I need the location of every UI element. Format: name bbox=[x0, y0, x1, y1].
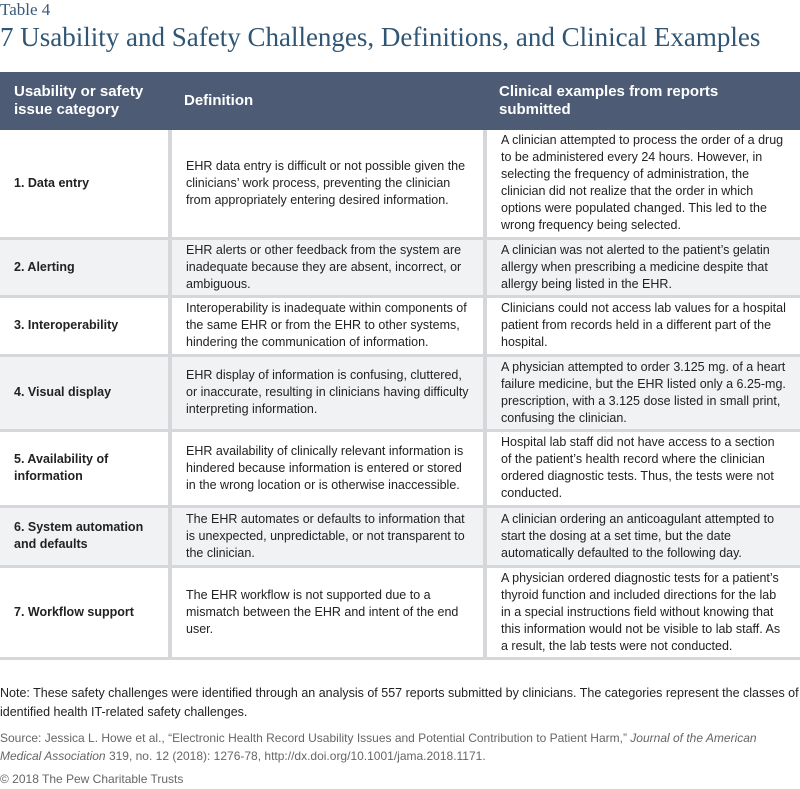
table-cell: 5. Availability of information bbox=[0, 430, 170, 508]
table: Usability or safety issue category Defini… bbox=[0, 72, 800, 660]
header-row: Usability or safety issue category Defini… bbox=[0, 72, 800, 130]
table-cell: Interoperability is inadequate within co… bbox=[168, 296, 487, 357]
table-row: 2. Alerting EHR alerts or other feedback … bbox=[0, 238, 800, 298]
table-cell: 7. Workflow support bbox=[0, 566, 170, 660]
table-cell: EHR availability of clinically relevant … bbox=[168, 430, 487, 508]
copyright: © 2018 The Pew Charitable Trusts bbox=[0, 772, 184, 786]
table-row: 3. Interoperability Interoperability is i… bbox=[0, 296, 800, 357]
table-cell: Clinicians could not access lab values f… bbox=[485, 296, 800, 357]
source: Source: Jessica L. Howe et al., “Electro… bbox=[0, 729, 800, 765]
table-cell: 3. Interoperability bbox=[0, 296, 170, 357]
column-header: Clinical examples from reports submitted bbox=[485, 72, 800, 130]
table-title: 7 Usability and Safety Challenges, Defin… bbox=[0, 22, 761, 52]
table-cell: A clinician attempted to process the ord… bbox=[485, 130, 800, 240]
table-cell: A physician attempted to order 3.125 mg.… bbox=[485, 355, 800, 432]
table-row: 4. Visual display EHR display of informat… bbox=[0, 355, 800, 432]
table-cell: The EHR automates or defaults to informa… bbox=[168, 506, 487, 568]
table-row: 6. System automation and defaults The EHR… bbox=[0, 506, 800, 568]
table-cell: 1. Data entry bbox=[0, 130, 170, 240]
column-header: Usability or safety issue category bbox=[0, 72, 170, 130]
table-cell: EHR display of information is confusing,… bbox=[168, 355, 487, 432]
table-label: Table 4 bbox=[0, 0, 51, 19]
column-header: Definition bbox=[170, 72, 485, 130]
table-cell: 6. System automation and defaults bbox=[0, 506, 170, 568]
table-cell: EHR alerts or other feedback from the sy… bbox=[168, 238, 487, 298]
source-text: 319, no. 12 (2018): 1276-78, http://dx.d… bbox=[105, 749, 486, 763]
table-body: 1. Data entry EHR data entry is difficult… bbox=[0, 130, 800, 660]
table-row: 1. Data entry EHR data entry is difficult… bbox=[0, 130, 800, 240]
table-cell: The EHR workflow is not supported due to… bbox=[168, 566, 487, 660]
table-row: 5. Availability of information EHR availa… bbox=[0, 430, 800, 508]
table-cell: A clinician ordering an anticoagulant at… bbox=[485, 506, 800, 568]
table-cell: A physician ordered diagnostic tests for… bbox=[485, 566, 800, 660]
table-cell: 4. Visual display bbox=[0, 355, 170, 432]
table-cell: EHR data entry is difficult or not possi… bbox=[168, 130, 487, 240]
table-cell: Hospital lab staff did not have access t… bbox=[485, 430, 800, 508]
source-text: Source: Jessica L. Howe et al., “Electro… bbox=[0, 731, 631, 745]
note: Note: These safety challenges were ident… bbox=[0, 686, 799, 719]
table-cell: 2. Alerting bbox=[0, 238, 170, 298]
table-row: 7. Workflow support The EHR workflow is n… bbox=[0, 566, 800, 660]
table-cell: A clinician was not alerted to the patie… bbox=[485, 238, 800, 298]
source-journal: Journal of the American Medical Associat… bbox=[0, 731, 757, 763]
